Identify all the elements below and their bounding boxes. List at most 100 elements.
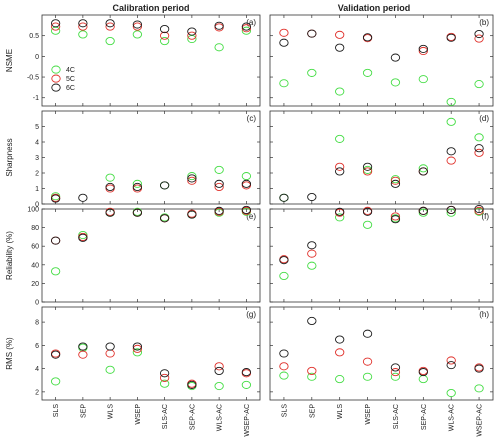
marker-6c-wsep (132, 342, 143, 351)
marker-5c-sls-ac (390, 368, 401, 377)
ytick-label: 100 (27, 207, 39, 214)
xtick-label-sep-ac: SEP-AC (189, 404, 196, 430)
marker-4c-wls-ac (214, 43, 224, 52)
marker-5c-wsep (362, 167, 373, 176)
panel-frame (41, 208, 261, 303)
marker-4c-wls (335, 213, 345, 222)
marker-4c-wls (105, 173, 115, 182)
ytick-label: 6 (35, 343, 39, 350)
marker-6c-wsep (362, 207, 373, 216)
marker-6c-wsep (362, 329, 373, 338)
xtick-label-wsep-ac: WSEP-AC (477, 404, 484, 437)
ytick-label: 2 (35, 389, 39, 396)
legend-marker-6c (51, 83, 61, 92)
ytick-label: 2 (35, 171, 39, 178)
marker-6c-sep (307, 29, 317, 38)
marker-6c-sls (279, 193, 289, 202)
marker-5c-sls (279, 28, 289, 37)
marker-6c-wls (335, 43, 345, 52)
marker-4c-wsep (132, 348, 143, 357)
legend-marker-5c (51, 74, 61, 83)
marker-5c-sep (78, 350, 88, 359)
marker-6c-sls (50, 350, 61, 359)
xtick-label-wsep: WSEP (135, 404, 142, 425)
legend-label-6c: 6C (66, 85, 75, 92)
ytick-label: 0.5 (29, 33, 39, 40)
marker-6c-sls (279, 38, 289, 47)
panel-label: (g) (246, 310, 256, 319)
marker-6c-sep-ac (418, 368, 428, 377)
marker-5c-wls-ac (446, 156, 456, 165)
panel-b: (b) (269, 14, 494, 107)
ytick-label: 0 (35, 54, 39, 61)
panel-frame (269, 306, 494, 401)
marker-6c-sls-ac (390, 179, 401, 188)
panels-grid: NSME -1 -0.5 0 0.5 (a) 4C 5C 6C (b) Sharpness 0 1 2 3 4… (5, 14, 494, 437)
calibration-title: Calibration period (112, 3, 189, 13)
xtick-label-wsep-ac: WSEP-AC (244, 404, 251, 437)
marker-5c-sep (78, 22, 88, 31)
panel-a: -1 -0.5 0 0.5 (a) 4C 5C 6C (27, 14, 261, 107)
ytick-label: 60 (31, 244, 39, 251)
marker-4c-wsep-ac (474, 80, 484, 89)
marker-6c-wls-ac (214, 179, 224, 188)
marker-6c-wls-ac (214, 21, 224, 30)
legend-label-4c: 4C (66, 67, 75, 74)
marker-6c-wsep-ac (241, 179, 252, 188)
marker-6c-sls-ac (390, 53, 401, 62)
marker-5c-wsep (362, 357, 373, 366)
marker-4c-sep-ac (418, 208, 428, 217)
marker-6c-wls (105, 208, 115, 217)
marker-4c-wsep-ac (474, 133, 484, 142)
marker-4c-wsep-ac (241, 380, 252, 389)
marker-4c-sls (279, 371, 289, 380)
marker-6c-wsep-ac (474, 144, 484, 153)
marker-4c-wsep (132, 30, 143, 39)
marker-4c-sep-ac (187, 172, 197, 181)
ytick-label: 1 (35, 186, 39, 193)
panel-f: (f) (269, 204, 494, 303)
marker-5c-sep-ac (418, 46, 428, 56)
panel-e: 0 20 40 60 80 100 (e) (27, 205, 261, 307)
marker-5c-wls-ac (446, 356, 456, 365)
panel-label: (f) (481, 212, 489, 221)
marker-6c-wsep (132, 182, 143, 191)
marker-4c-wls (105, 365, 115, 374)
marker-6c-wsep-ac (474, 364, 484, 373)
marker-4c-sep (307, 261, 317, 270)
marker-6c-wsep-ac (241, 22, 252, 31)
marker-6c-sep-ac (418, 206, 428, 215)
legend: 4C 5C 6C (51, 65, 75, 92)
ytick-label: -1 (33, 95, 39, 102)
ylabel-reliability: Reliability (%) (5, 231, 14, 280)
marker-6c-wsep-ac (241, 368, 252, 377)
marker-5c-wls (335, 162, 345, 171)
panel-frame (269, 208, 494, 303)
panel-label: (d) (479, 114, 489, 123)
marker-6c-sls-ac (159, 214, 170, 223)
marker-5c-wls-ac (214, 182, 224, 191)
marker-4c-sls-ac (159, 37, 170, 46)
marker-6c-sls-ac (159, 181, 170, 190)
marker-5c-sep-ac (187, 31, 197, 40)
marker-6c-wls-ac (446, 205, 456, 214)
marker-4c-sls-ac (159, 379, 170, 388)
marker-4c-wsep-ac (241, 26, 252, 35)
marker-4c-wsep (362, 372, 373, 381)
marker-5c-wsep (132, 344, 143, 353)
marker-6c-sep-ac (418, 44, 428, 53)
marker-4c-sls-ac (390, 78, 401, 87)
panel-frame (269, 110, 494, 205)
xtick-label-sls: SLS (281, 404, 288, 418)
marker-6c-sep (307, 192, 317, 202)
ylabel-sharpness: Sharpness (5, 138, 14, 176)
marker-4c-wls (335, 134, 345, 143)
marker-6c-wls (335, 335, 345, 344)
marker-5c-wsep-ac (474, 148, 484, 157)
marker-4c-wsep (362, 68, 373, 77)
marker-4c-sep (78, 30, 88, 39)
marker-6c-wsep (132, 20, 143, 29)
marker-4c-wls-ac (446, 97, 456, 106)
ylabel-nsme: NSME (5, 49, 14, 72)
xtick-label-sep-ac: SEP-AC (421, 404, 428, 430)
